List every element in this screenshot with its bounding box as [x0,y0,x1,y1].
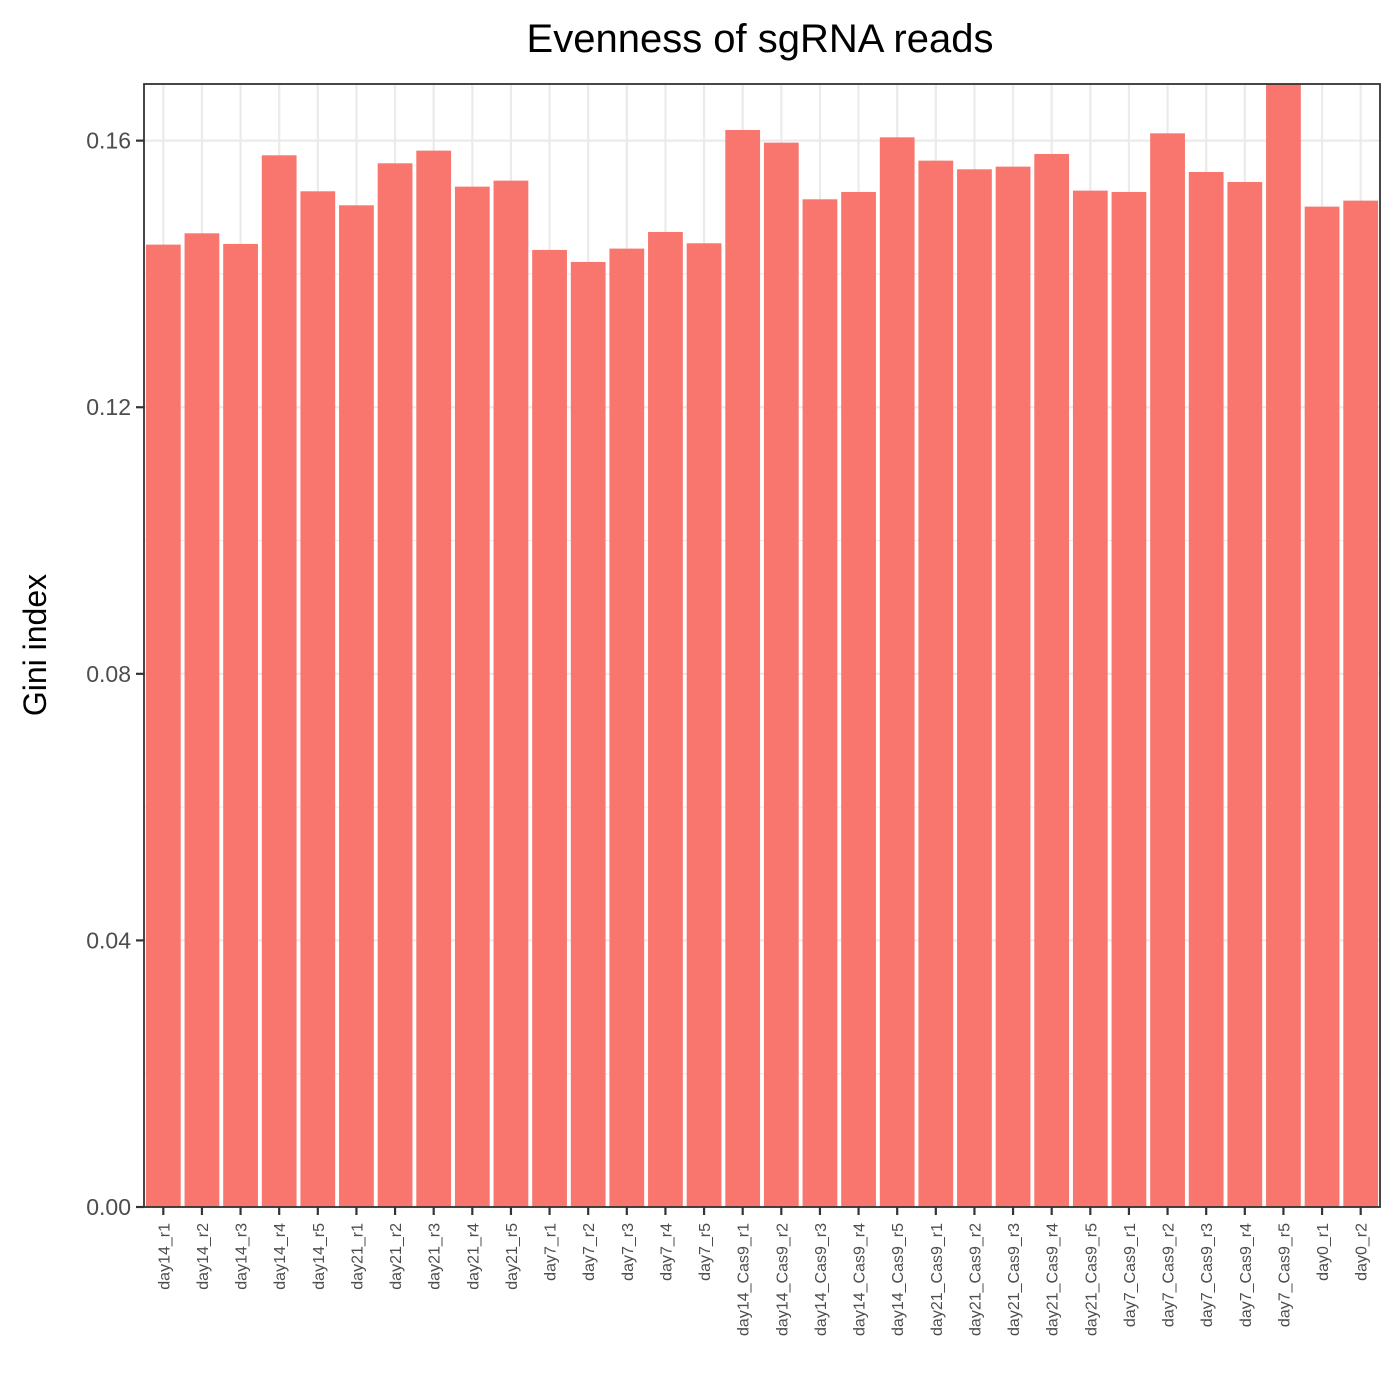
bar-day14_Cas9_r3 [802,199,838,1208]
bar-day7_r2 [570,261,606,1208]
x-tick-label: day14_r2 [195,1223,212,1290]
bar-day0_r1 [1304,206,1340,1208]
x-tick-label: day7_r5 [697,1223,714,1281]
x-tick-label: day7_r2 [581,1223,598,1281]
x-tick-label: day7_Cas9_r4 [1238,1223,1255,1327]
x-tick-label: day21_r4 [465,1223,482,1290]
x-tick-label: day14_r1 [156,1223,173,1290]
x-tick-label: day21_r3 [427,1223,444,1290]
x-tick-label: day7_r1 [543,1223,560,1281]
plot-panel-border [143,83,1381,1208]
bar-day14_Cas9_r4 [841,191,876,1207]
bar-day7_Cas9_r5 [1266,84,1301,1207]
x-tick-label: day14_r5 [311,1223,328,1290]
bar-day7_r1 [532,249,567,1207]
x-tick-label: day21_Cas9_r3 [1006,1223,1023,1336]
bar-day14_r1 [145,244,181,1207]
x-tick-label: day21_Cas9_r5 [1083,1223,1100,1336]
x-tick-label: day21_r2 [388,1223,405,1290]
bar-day7_r5 [686,243,722,1207]
bar-day7_r3 [609,248,645,1207]
bar-day21_Cas9_r1 [918,160,954,1207]
x-tick-label: day7_r4 [658,1223,675,1281]
x-tick-label: day21_Cas9_r1 [929,1223,946,1336]
bar-day14_r3 [223,243,258,1207]
x-tick-label: day14_Cas9_r2 [774,1223,791,1336]
y-tick-label: 0.16 [86,128,131,154]
bar-day14_r4 [261,155,297,1208]
x-tick-label: day7_Cas9_r2 [1161,1223,1178,1327]
x-tick-label: day7_Cas9_r3 [1199,1223,1216,1327]
x-tick-label: day7_Cas9_r1 [1122,1223,1139,1327]
x-tick-label: day21_r1 [349,1223,366,1290]
x-tick-label: day21_Cas9_r2 [967,1223,984,1336]
bar-day14_Cas9_r1 [725,129,761,1208]
y-tick-label: 0.08 [86,661,131,687]
bar-day21_Cas9_r4 [1034,153,1070,1207]
x-tick-label: day21_r5 [504,1223,521,1290]
x-tick-label: day14_Cas9_r5 [890,1223,907,1336]
x-tick-label: day0_r2 [1354,1223,1371,1281]
x-tick-label: day14_r4 [272,1223,289,1290]
y-tick-label: 0.12 [86,394,131,420]
x-tick-label: day7_r3 [620,1223,637,1281]
x-axis-ticks: day14_r1 day14_r2 day14_r3 day14_r4 day14_r5… [156,1207,1371,1336]
bar-day21_r4 [454,186,490,1207]
bar-day21_r5 [493,180,529,1208]
chart-title: Evenness of sgRNA reads [527,17,994,61]
bar-day14_r2 [184,233,220,1208]
bar-day21_Cas9_r3 [995,166,1031,1208]
bar-day14_Cas9_r5 [879,137,915,1207]
bars [145,84,1379,1208]
bar-day14_r5 [300,191,336,1207]
bar-day7_Cas9_r1 [1111,191,1147,1207]
bar-day21_r2 [377,163,413,1207]
y-axis-ticks: 0.00 0.04 0.08 0.12 0.16 [86,128,144,1220]
x-tick-label: day0_r1 [1315,1223,1332,1281]
bar-day21_Cas9_r2 [957,169,992,1208]
bar-day21_Cas9_r5 [1072,190,1108,1207]
x-tick-label: day14_Cas9_r4 [852,1223,869,1336]
bar-day7_r4 [648,231,683,1208]
bar-day21_r3 [416,150,452,1208]
x-tick-label: day21_Cas9_r4 [1045,1223,1062,1336]
bar-day7_Cas9_r3 [1188,171,1224,1208]
x-tick-label: day7_Cas9_r5 [1276,1223,1293,1327]
bar-day7_Cas9_r2 [1150,133,1185,1207]
x-tick-label: day14_Cas9_r1 [736,1223,753,1336]
bar-day14_Cas9_r2 [763,142,799,1207]
y-axis-label: Gini index [17,574,53,716]
y-tick-label: 0.04 [86,927,131,953]
bar-day21_r1 [339,205,374,1207]
x-tick-label: day14_Cas9_r3 [813,1223,830,1336]
bar-day0_r2 [1343,200,1379,1207]
y-tick-label: 0.00 [86,1194,131,1220]
bar-day7_Cas9_r4 [1227,181,1263,1207]
x-tick-label: day14_r3 [234,1223,251,1290]
